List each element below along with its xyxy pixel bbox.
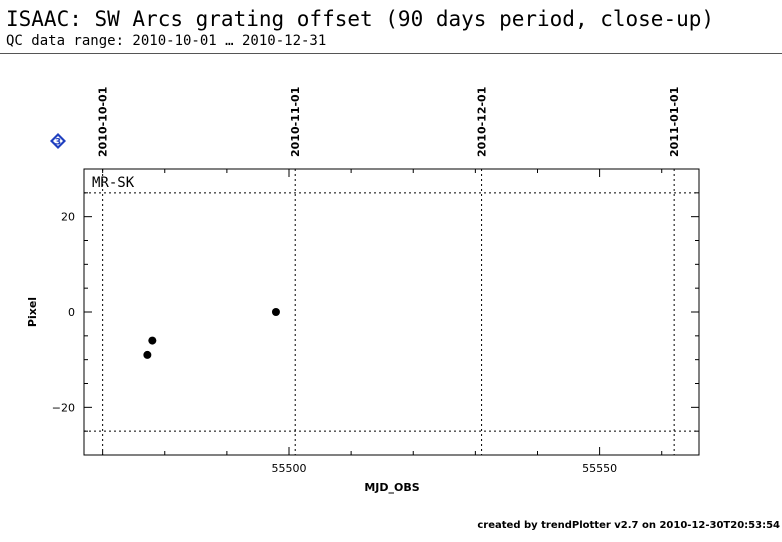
diamond-icon: 3 [50, 133, 66, 149]
page-title: ISAAC: SW Arcs grating offset (90 days p… [6, 7, 715, 31]
x-tick-label-0: 55500 [272, 462, 307, 475]
date-tick-label-0: 2010-10-01 [97, 87, 110, 157]
badge-label: 3 [55, 138, 61, 148]
y-tick-label-2: 20 [61, 211, 75, 224]
y-tick-label-1: 0 [68, 306, 75, 319]
data-point-1 [148, 336, 157, 345]
x-tick-label-1: 55550 [582, 462, 617, 475]
plot-frame [83, 168, 700, 456]
chart-grid [84, 169, 699, 455]
chart-labels: 2010-10-01 2010-11-01 2010-12-01 2011-01-01… [52, 87, 681, 475]
chart-ticks [84, 168, 699, 456]
y-tick-label-0: −20 [52, 401, 75, 414]
data-point-0 [143, 350, 152, 359]
footer-credit: created by trendPlotter v2.7 on 2010-12-… [477, 520, 780, 531]
title-divider [0, 53, 782, 54]
data-point-2 [271, 308, 280, 316]
chart-marks [143, 308, 280, 359]
page-subtitle: QC data range: 2010-10-01 … 2010-12-31 [6, 33, 327, 49]
date-tick-label-2: 2010-12-01 [476, 87, 489, 157]
date-tick-label-1: 2010-11-01 [289, 87, 302, 157]
panel-label: MR-SK [92, 175, 135, 191]
y-axis-label: Pixel [26, 297, 39, 327]
x-axis-label: MJD_OBS [364, 481, 419, 494]
date-tick-label-3: 2011-01-01 [668, 87, 681, 157]
badge-inner [53, 136, 63, 146]
